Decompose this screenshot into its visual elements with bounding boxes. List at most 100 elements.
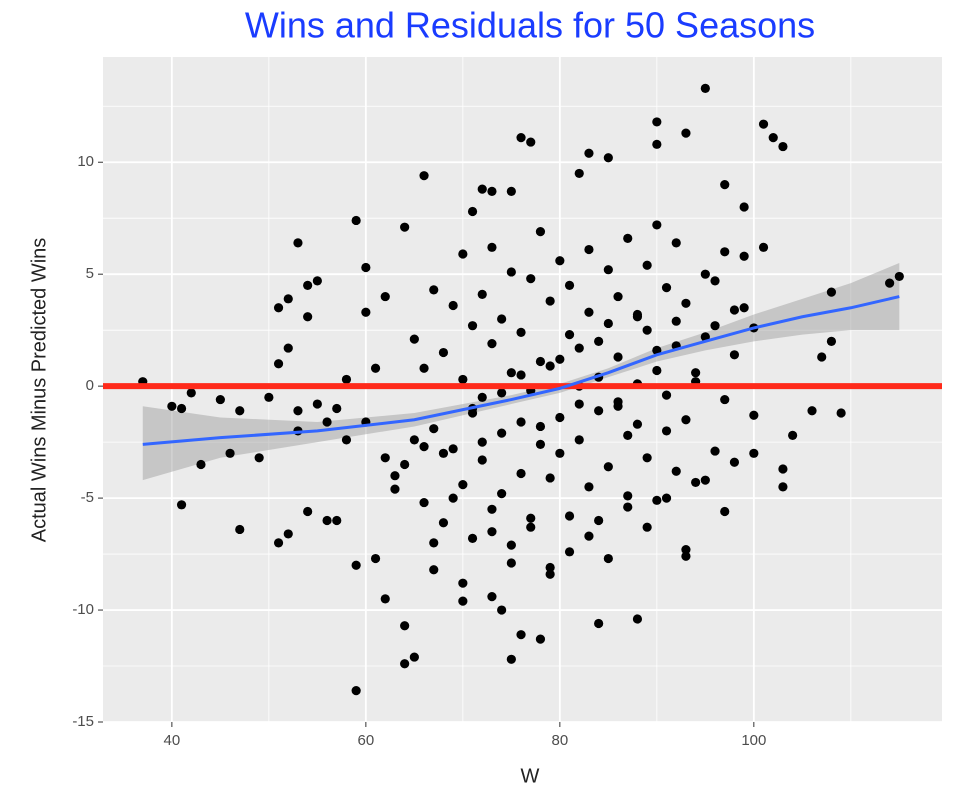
point — [351, 686, 361, 696]
point — [487, 186, 497, 196]
point — [429, 538, 439, 548]
point — [545, 562, 555, 573]
point — [400, 459, 410, 470]
point — [477, 289, 487, 299]
point — [739, 303, 749, 313]
point — [351, 215, 361, 226]
point — [458, 374, 468, 385]
point — [516, 417, 526, 427]
smooth-line — [142, 295, 900, 446]
point — [380, 291, 390, 302]
point — [700, 269, 710, 279]
point — [652, 365, 662, 376]
point — [681, 544, 691, 555]
point — [739, 202, 749, 212]
point — [555, 256, 565, 266]
point — [438, 518, 449, 528]
point — [681, 415, 691, 425]
point — [642, 522, 652, 532]
point — [409, 652, 419, 662]
point — [458, 596, 468, 606]
point — [341, 374, 352, 385]
point — [487, 527, 497, 537]
point — [303, 280, 313, 290]
point — [487, 242, 497, 252]
point — [293, 238, 303, 248]
point — [642, 453, 652, 463]
point — [477, 455, 487, 465]
x-tick-label: 40 — [164, 732, 181, 749]
point — [613, 352, 623, 362]
point — [691, 368, 701, 378]
point — [749, 448, 759, 458]
point — [526, 522, 536, 532]
point — [632, 419, 643, 429]
point — [332, 403, 342, 414]
panel — [103, 57, 942, 722]
point — [467, 533, 478, 543]
x-tick-label: 100 — [741, 732, 766, 749]
point — [380, 594, 390, 604]
point — [613, 291, 623, 302]
point — [652, 495, 662, 505]
point — [603, 153, 613, 163]
point — [729, 305, 740, 315]
point — [739, 251, 749, 261]
point — [429, 424, 439, 434]
point — [564, 511, 575, 521]
point — [661, 390, 672, 400]
point — [594, 406, 604, 416]
point — [710, 446, 720, 456]
point — [341, 435, 352, 445]
point — [526, 137, 536, 147]
point — [681, 298, 691, 308]
point — [574, 435, 584, 445]
point — [235, 524, 245, 535]
point — [535, 634, 546, 644]
point — [535, 227, 546, 237]
point — [894, 271, 904, 282]
point — [400, 621, 410, 631]
point — [516, 630, 526, 640]
point — [642, 325, 652, 335]
point — [400, 659, 410, 669]
point — [603, 553, 613, 564]
confidence-band — [142, 262, 900, 481]
point — [642, 260, 652, 270]
x-tick-label: 60 — [358, 732, 375, 749]
point — [545, 473, 555, 483]
point — [720, 506, 730, 517]
point — [487, 592, 497, 602]
point — [545, 569, 555, 579]
point — [574, 343, 584, 353]
chart-title: Wins and Residuals for 50 Seasons — [245, 5, 815, 46]
point — [623, 430, 633, 441]
point — [419, 441, 429, 452]
point — [603, 318, 613, 329]
point — [584, 531, 594, 541]
point — [681, 128, 691, 138]
point — [254, 453, 264, 463]
point — [458, 249, 468, 259]
point — [632, 614, 643, 624]
point — [497, 428, 507, 438]
x-tick-label: 80 — [551, 732, 568, 749]
point — [176, 500, 187, 510]
point — [535, 421, 546, 432]
point — [758, 119, 769, 129]
point — [448, 300, 458, 311]
point — [526, 513, 536, 523]
point — [564, 330, 575, 340]
point — [429, 565, 439, 575]
point — [594, 618, 604, 629]
y-tick-label: -5 — [81, 489, 94, 506]
point — [691, 477, 701, 488]
point — [564, 280, 575, 290]
point — [497, 314, 507, 324]
point — [720, 180, 730, 190]
point — [477, 392, 487, 402]
point — [438, 347, 449, 358]
point — [235, 406, 245, 416]
point — [535, 356, 546, 367]
point — [448, 444, 458, 454]
